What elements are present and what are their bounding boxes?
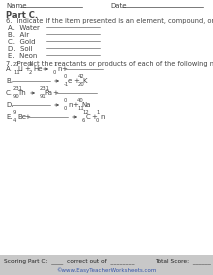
Text: +: + bbox=[52, 90, 58, 96]
Text: 0: 0 bbox=[53, 70, 56, 76]
Text: 90: 90 bbox=[13, 95, 20, 100]
Text: E.: E. bbox=[6, 114, 13, 120]
Text: Be: Be bbox=[17, 114, 26, 120]
Text: C: C bbox=[86, 114, 91, 120]
Text: 0: 0 bbox=[64, 106, 67, 111]
Text: 1: 1 bbox=[53, 62, 56, 67]
Text: +: + bbox=[24, 66, 30, 72]
Text: n: n bbox=[68, 102, 72, 108]
Text: A.  Water: A. Water bbox=[8, 25, 40, 31]
Text: 20: 20 bbox=[78, 82, 85, 87]
Text: C.: C. bbox=[6, 90, 13, 96]
Text: B.  Air: B. Air bbox=[8, 32, 29, 38]
Text: 9: 9 bbox=[13, 111, 16, 116]
Text: Part C.: Part C. bbox=[6, 11, 38, 20]
Text: Date: Date bbox=[110, 3, 127, 9]
Text: He: He bbox=[33, 66, 43, 72]
Text: -1: -1 bbox=[64, 82, 69, 87]
Text: Name: Name bbox=[6, 3, 26, 9]
Text: +: + bbox=[73, 78, 79, 84]
Text: 2: 2 bbox=[29, 70, 32, 76]
Text: B.: B. bbox=[6, 78, 13, 84]
Text: +: + bbox=[91, 114, 97, 120]
Text: 40: 40 bbox=[77, 98, 84, 103]
Text: C.  Gold: C. Gold bbox=[8, 39, 36, 45]
Text: D.  Soil: D. Soil bbox=[8, 46, 33, 52]
Text: Pa: Pa bbox=[44, 90, 52, 96]
Text: ©www.EasyTeacherWorksheets.com: ©www.EasyTeacherWorksheets.com bbox=[56, 267, 157, 273]
Text: 4: 4 bbox=[13, 119, 16, 123]
Text: 0: 0 bbox=[64, 98, 67, 103]
Text: A.: A. bbox=[6, 66, 13, 72]
Text: 42: 42 bbox=[78, 75, 85, 79]
Text: Th: Th bbox=[17, 90, 26, 96]
Text: Scoring Part C:  ____  correct out of  ________: Scoring Part C: ____ correct out of ____… bbox=[4, 258, 134, 264]
Text: 1: 1 bbox=[96, 111, 99, 116]
Text: D.: D. bbox=[6, 102, 13, 108]
Text: Na: Na bbox=[81, 102, 91, 108]
Text: 0: 0 bbox=[96, 119, 99, 123]
Text: Li: Li bbox=[17, 66, 23, 72]
Text: 0: 0 bbox=[64, 75, 67, 79]
Text: n: n bbox=[57, 66, 62, 72]
Text: 27: 27 bbox=[13, 62, 20, 67]
Text: n: n bbox=[100, 114, 105, 120]
Text: +: + bbox=[61, 66, 67, 72]
Text: 6.  Indicate if the item presented is an element, compound, or mixture.: 6. Indicate if the item presented is an … bbox=[6, 18, 213, 24]
Text: K: K bbox=[82, 78, 86, 84]
Text: e: e bbox=[68, 78, 72, 84]
Text: 11: 11 bbox=[77, 106, 84, 111]
Text: 4: 4 bbox=[29, 62, 32, 67]
Text: +: + bbox=[72, 102, 78, 108]
Text: Total Score:  ______: Total Score: ______ bbox=[155, 258, 211, 264]
Text: E.  Neon: E. Neon bbox=[8, 53, 37, 59]
Text: 231: 231 bbox=[13, 87, 23, 92]
Text: 91: 91 bbox=[40, 95, 47, 100]
Text: 6: 6 bbox=[82, 119, 85, 123]
Bar bbox=[0, 255, 213, 275]
Text: 11: 11 bbox=[13, 70, 20, 76]
Text: 12: 12 bbox=[82, 111, 89, 116]
Text: 231: 231 bbox=[40, 87, 50, 92]
Text: +: + bbox=[24, 114, 30, 120]
Text: 7.  Predict the reactants or products of each of the following nuclear reactions: 7. Predict the reactants or products of … bbox=[6, 61, 213, 67]
